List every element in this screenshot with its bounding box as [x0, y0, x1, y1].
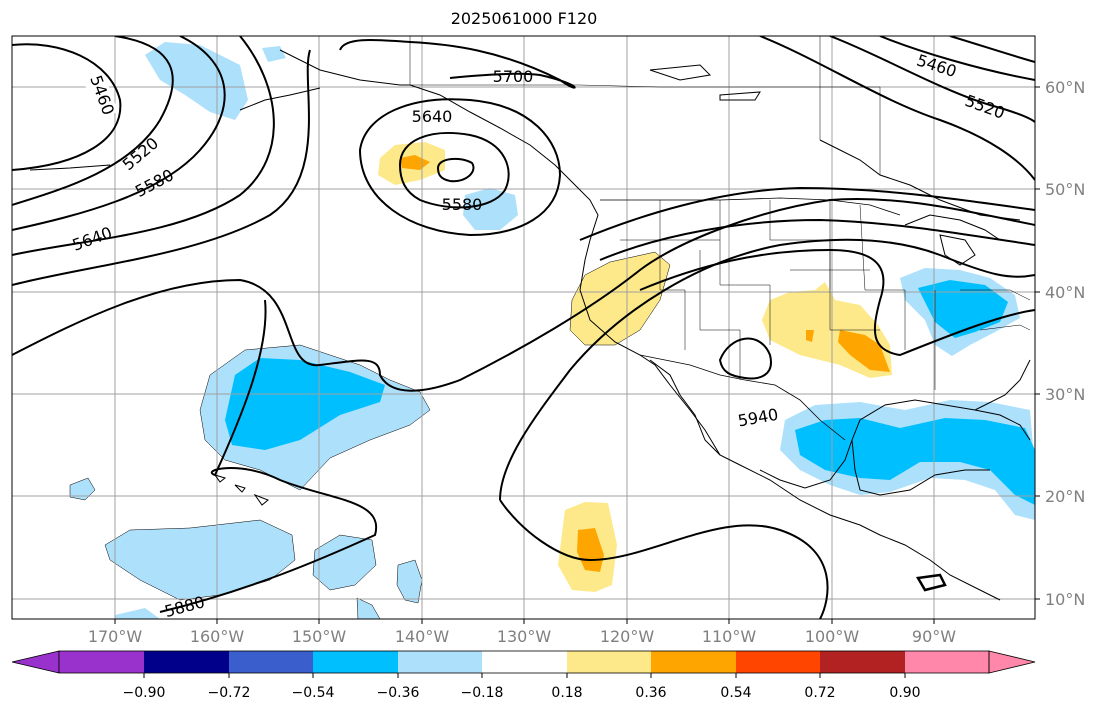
- longitude-label: 100°W: [805, 627, 860, 646]
- contour-5700-north: [339, 38, 576, 89]
- graticule: [12, 36, 1035, 619]
- contour-5880-east: [499, 238, 1035, 501]
- colorbar-tick-label: 0.54: [720, 685, 751, 701]
- contour-5640-low: [398, 132, 510, 209]
- negative-anomaly-gulf-core: [795, 418, 1035, 505]
- colorbar-segment: [482, 651, 567, 673]
- map-title: 2025061000 F120: [450, 9, 598, 28]
- contour-label: 5700: [493, 67, 534, 86]
- positive-anomaly-plains-core: [838, 330, 890, 372]
- latitude-labels: 60°N 50°N 40°N 30°N 20°N 10°N: [1035, 78, 1085, 609]
- coastlines: [29, 49, 1031, 601]
- colorbar-high-extend: [988, 650, 1036, 674]
- colorbar-segment: [398, 651, 482, 673]
- colorbar-tick-label: 0.90: [889, 685, 920, 701]
- contour-5460-west: [12, 43, 122, 171]
- latitude-label: 60°N: [1045, 78, 1085, 97]
- colorbar-segment: [313, 651, 398, 673]
- contour-northeast-4: [949, 36, 1035, 63]
- contour-5580-west: [12, 36, 226, 231]
- longitude-labels: 170°W 160°W 150°W 140°W 130°W 120°W 110°…: [88, 619, 956, 646]
- contour-5520-west: [12, 36, 174, 206]
- negative-anomaly-south-small: [312, 534, 377, 591]
- positive-anomaly-plains-core-2: [806, 330, 814, 342]
- contour-5640-east: [599, 218, 1035, 261]
- colorbar-tick-label: −0.36: [377, 685, 420, 701]
- colorbar-segment: [651, 651, 736, 673]
- latitude-label: 30°N: [1045, 385, 1085, 404]
- longitude-label: 120°W: [600, 627, 655, 646]
- colorbar-segment: [736, 651, 820, 673]
- state-borders: [409, 36, 1031, 390]
- colorbar-segment: [905, 651, 989, 673]
- contour-northeast-2: [829, 36, 1035, 123]
- contour-5940: [718, 337, 772, 380]
- latitude-label: 10°N: [1045, 590, 1085, 609]
- contour-5700-low: [358, 98, 562, 237]
- colorbar-segment: [144, 651, 229, 673]
- latitude-label: 50°N: [1045, 180, 1085, 199]
- colorbar: −0.90 −0.72 −0.54 −0.36 −0.18 0.18 0.36 …: [11, 650, 1036, 701]
- map-plot-area: 5460 5520 5580 5640 5640 5580 5700 5460 …: [12, 36, 1035, 619]
- colorbar-segment: [820, 651, 905, 673]
- negative-anomaly-south-small-2: [396, 559, 423, 604]
- latitude-label: 20°N: [1045, 487, 1085, 506]
- contour-northeast-1: [759, 36, 1035, 181]
- contour-5700-west: [12, 49, 311, 286]
- contour-5900-east: [499, 499, 829, 619]
- longitude-label: 150°W: [292, 627, 347, 646]
- negative-anomaly-southwest: [104, 519, 296, 601]
- latitude-label: 40°N: [1045, 283, 1085, 302]
- colorbar-tick-label: −0.90: [123, 685, 166, 701]
- colorbar-tick-label: 0.72: [804, 685, 835, 701]
- negative-anomaly-small-west: [69, 477, 96, 501]
- longitude-label: 140°W: [395, 627, 450, 646]
- colorbar-tick-label: 0.36: [635, 685, 666, 701]
- longitude-label: 130°W: [497, 627, 552, 646]
- contour-northeast-3: [879, 36, 1035, 81]
- colorbar-segment: [567, 651, 651, 673]
- contour-label: 5640: [412, 107, 453, 126]
- negative-anomaly-south-small-3: [356, 597, 381, 619]
- negative-anomaly-alaska: [145, 42, 248, 120]
- longitude-label: 110°W: [702, 627, 757, 646]
- colorbar-tick-label: −0.18: [461, 685, 504, 701]
- colorbar-tick-label: 0.18: [551, 685, 582, 701]
- longitude-label: 160°W: [190, 627, 245, 646]
- contour-5880: [159, 299, 378, 613]
- negative-anomaly-gulf-alaska: [463, 188, 518, 230]
- colorbar-segment: [59, 651, 144, 673]
- longitude-label: 90°W: [912, 627, 956, 646]
- contour-5580-low: [436, 157, 475, 183]
- height-contours: [12, 36, 1035, 619]
- contour-5580-east: [579, 186, 1035, 241]
- contour-label: 5580: [442, 195, 483, 214]
- negative-anomaly-central-pacific-core: [225, 358, 385, 450]
- positive-anomaly-california: [569, 251, 671, 346]
- contour-5640-west: [12, 36, 275, 256]
- longitude-label: 170°W: [88, 627, 143, 646]
- contour-5700-east: [639, 248, 1035, 357]
- positive-anomaly-east-pacific-core: [577, 528, 604, 572]
- colorbar-segment: [229, 651, 313, 673]
- colorbar-tick-label: −0.72: [208, 685, 251, 701]
- colorbar-tick-label: −0.54: [292, 685, 335, 701]
- colorbar-low-extend: [11, 650, 60, 674]
- contour-5760-west: [12, 198, 1035, 392]
- negative-anomaly-bottom-left: [115, 608, 160, 619]
